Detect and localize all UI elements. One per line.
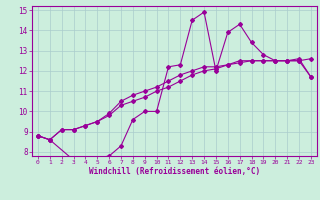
X-axis label: Windchill (Refroidissement éolien,°C): Windchill (Refroidissement éolien,°C) [89,167,260,176]
